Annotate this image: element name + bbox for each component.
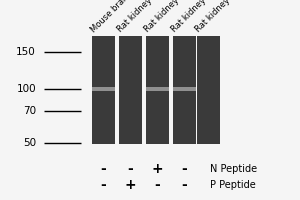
- Text: -: -: [182, 178, 188, 192]
- Bar: [146, 36, 169, 144]
- Bar: [196, 36, 197, 144]
- Bar: [92, 87, 115, 91]
- Text: 150: 150: [16, 47, 36, 57]
- Text: 70: 70: [23, 106, 36, 116]
- Bar: [119, 36, 142, 144]
- Bar: [173, 87, 196, 91]
- Text: 50: 50: [23, 138, 36, 148]
- Text: Rat kidney: Rat kidney: [170, 0, 208, 34]
- Text: -: -: [100, 162, 106, 176]
- Text: -: -: [128, 162, 134, 176]
- Bar: [169, 36, 173, 144]
- Text: 100: 100: [16, 84, 36, 94]
- Bar: [92, 36, 115, 144]
- Text: +: +: [152, 162, 163, 176]
- Bar: [173, 36, 196, 144]
- Bar: [146, 87, 169, 91]
- Text: N Peptide: N Peptide: [210, 164, 257, 174]
- Text: Rat kidney: Rat kidney: [143, 0, 181, 34]
- Text: -: -: [154, 178, 160, 192]
- Text: P Peptide: P Peptide: [210, 180, 256, 190]
- Bar: [142, 36, 146, 144]
- Text: -: -: [100, 178, 106, 192]
- Bar: [115, 36, 119, 144]
- Text: +: +: [125, 178, 136, 192]
- Text: Rat kidney: Rat kidney: [116, 0, 154, 34]
- Bar: [197, 36, 220, 144]
- Text: Rat kidney: Rat kidney: [194, 0, 232, 34]
- Text: -: -: [182, 162, 188, 176]
- Text: Mouse brain: Mouse brain: [89, 0, 132, 34]
